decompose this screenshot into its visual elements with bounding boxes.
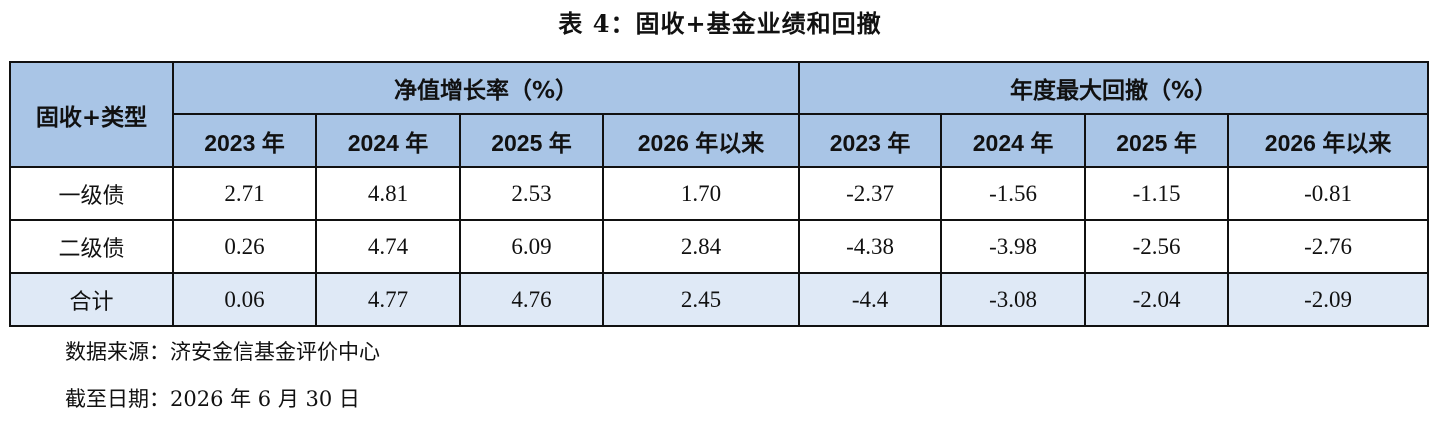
period-header: 2023 年 [172,113,317,168]
data-source-note: 数据来源：济安金信基金评价中心 [65,340,380,364]
period-header: 2026 年以来 [601,113,801,168]
table-cell: -4.38 [798,219,943,274]
table-cell: -4.4 [798,272,943,327]
table-cell: -2.76 [1227,219,1430,274]
table-cell: -2.56 [1084,219,1230,274]
table-cell: -2.37 [798,166,943,221]
table-cell: -0.81 [1227,166,1430,221]
table-cell: -2.04 [1084,272,1230,327]
table-cell: -1.15 [1084,166,1230,221]
table-row: 二级债 0.26 4.74 6.09 2.84 -4.38 -3.98 -2.5… [9,219,1430,274]
table-row-total: 合计 0.06 4.77 4.76 2.45 -4.4 -3.08 -2.04 … [9,272,1430,327]
period-header: 2025 年 [459,113,604,168]
table-cell: 2.53 [459,166,604,221]
group-header-max-drawdown: 年度最大回撤（%） [798,61,1430,115]
table-cell: 4.76 [459,272,604,327]
table-cell: 4.81 [315,166,461,221]
cutoff-date-note: 截至日期：2026 年 6 月 30 日 [65,387,360,411]
table-cell: -1.56 [940,166,1087,221]
header-row-periods: 2023 年 2024 年 2025 年 2026 年以来 2023 年 202… [10,113,1430,168]
table-cell: 2.71 [172,166,317,221]
table-cell: 2.84 [601,219,801,274]
period-header: 2023 年 [798,113,943,168]
table-cell: 0.06 [172,272,317,327]
header-row-groups: 固收+类型 净值增长率（%） 年度最大回撤（%） [9,61,1430,168]
table-row: 一级债 2.71 4.81 2.53 1.70 -2.37 -1.56 -1.1… [9,166,1430,221]
row-label: 一级债 [9,166,174,221]
period-header: 2024 年 [315,113,461,168]
table-cell: 4.74 [315,219,461,274]
table-cell: 4.77 [315,272,461,327]
table-cell: -3.08 [940,272,1087,327]
table-cell: 1.70 [601,166,801,221]
fund-performance-table: 固收+类型 净值增长率（%） 年度最大回撤（%） 2023 年 2024 年 2… [9,61,1430,327]
table-title: 表 4：固收+基金业绩和回撤 [558,9,882,38]
period-header: 2024 年 [940,113,1087,168]
table-cell: 0.26 [172,219,317,274]
row-label: 二级债 [9,219,174,274]
table-cell: 2.45 [601,272,801,327]
period-header: 2025 年 [1084,113,1230,168]
table-cell: -2.09 [1227,272,1430,327]
period-header: 2026 年以来 [1227,113,1430,168]
table-cell: -3.98 [940,219,1087,274]
category-header: 固收+类型 [9,61,174,168]
row-label: 合计 [9,272,174,327]
group-header-nav-growth: 净值增长率（%） [171,61,801,115]
table-cell: 6.09 [459,219,604,274]
